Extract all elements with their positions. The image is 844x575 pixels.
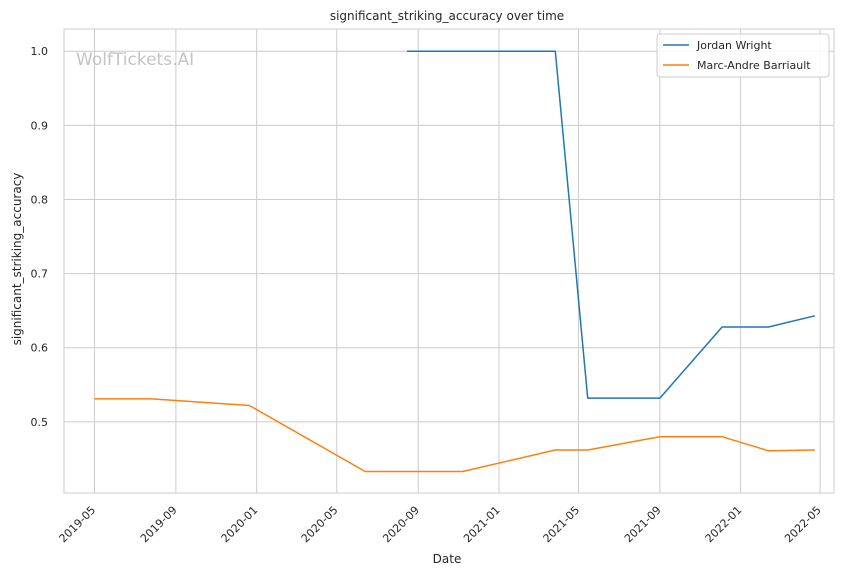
series-line-jordan-wright [407,50,815,399]
legend-label-jordan-wright: Jordan Wright [696,39,772,52]
legend: Jordan Wright Marc-Andre Barriault [656,33,830,78]
legend-box [656,33,830,78]
plot-frame [63,28,835,494]
y-tick-label: 0.7 [31,268,49,281]
x-axis-title: Date [433,552,462,566]
y-tick-label: 1.0 [31,45,49,58]
chart-title: significant_striking_accuracy over time [330,9,564,23]
y-tick-label: 0.5 [31,416,49,429]
series-layer [94,50,815,473]
y-axis-title: significant_striking_accuracy [10,173,24,346]
y-tick-label: 0.8 [31,193,49,206]
y-axis-ticks: 0.5 0.6 0.7 0.8 0.9 1.0 [31,45,49,429]
series-line-marc-andre-barriault [94,398,815,473]
legend-label-marc-andre-barriault: Marc-Andre Barriault [697,59,811,72]
grid [64,29,834,493]
y-tick-label: 0.6 [31,342,49,355]
y-tick-label: 0.9 [31,119,49,132]
watermark: WolfTickets.AI [76,50,194,70]
